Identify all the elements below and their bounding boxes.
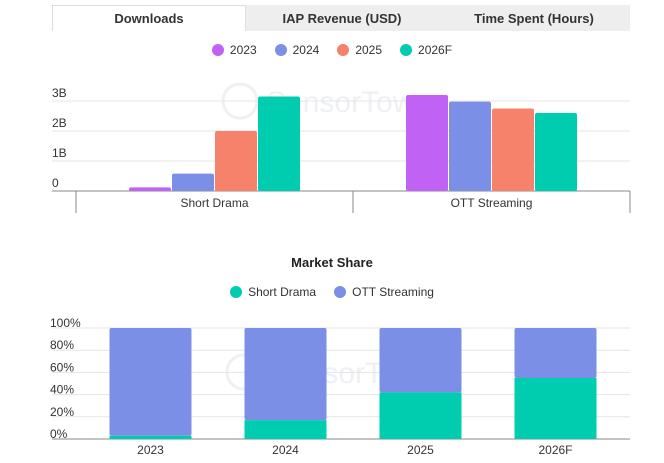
y-tick-label-20: 20%: [50, 405, 74, 419]
legend-label-short-drama: Short Drama: [248, 285, 317, 299]
downloads-chart: 0 1B 2B 3B Short Drama OTT Streaming: [52, 86, 631, 213]
legend-label-2025: 2025: [355, 43, 383, 57]
y-tick-label-80: 80%: [50, 338, 74, 352]
legend-swatch-2025: [337, 44, 350, 56]
y-tick-label-1b: 1B: [52, 146, 67, 160]
metric-tabs: Downloads IAP Revenue (USD) Time Spent (…: [52, 5, 630, 31]
y-tick-label-0: 0: [52, 176, 59, 190]
legend-swatch-short-drama: [230, 286, 243, 298]
x-category-label-short-drama: Short Drama: [180, 196, 248, 210]
legend-item-2023[interactable]: 2023: [211, 43, 257, 57]
bar-short-drama-2025: [215, 131, 257, 191]
legend-swatch-2024: [274, 44, 287, 56]
stacked-bar-2023-short-drama: [109, 435, 192, 439]
tab-iap-revenue[interactable]: IAP Revenue (USD): [282, 10, 402, 26]
stacked-bar-2023-ott-streaming: [109, 328, 192, 436]
chart1-legend: 2023 2024 2025 2026F: [0, 43, 664, 57]
legend-item-ott-streaming[interactable]: OTT Streaming: [334, 285, 434, 299]
stacked-bar-2025-ott-streaming: [379, 328, 462, 393]
bar-ott-streaming-2026f: [535, 113, 577, 191]
bar-ott-streaming-2023: [406, 95, 448, 191]
stacked-bar-2024-short-drama: [244, 420, 327, 439]
x-category-label-2025: 2025: [407, 443, 434, 457]
bar-short-drama-2024: [172, 173, 214, 191]
legend-label-ott-streaming: OTT Streaming: [352, 285, 434, 299]
y-tick-label-60: 60%: [50, 360, 74, 374]
y-tick-label-2b: 2B: [52, 116, 67, 130]
stacked-bar-2024-ott-streaming: [244, 328, 327, 421]
legend-item-2024[interactable]: 2024: [274, 43, 320, 57]
stacked-bar-2026f-short-drama: [514, 377, 597, 439]
bar-short-drama-2026f: [258, 96, 300, 191]
legend-item-2026f[interactable]: 2026F: [400, 43, 452, 57]
legend-item-2025[interactable]: 2025: [337, 43, 382, 57]
x-category-label-2024: 2024: [272, 443, 299, 457]
y-tick-label-0: 0%: [50, 427, 68, 441]
x-category-label-ott-streaming: OTT Streaming: [451, 196, 533, 210]
legend-label-2024: 2024: [292, 43, 320, 57]
tab-downloads[interactable]: Downloads: [52, 5, 246, 31]
legend-swatch-2026f: [400, 44, 413, 56]
legend-item-short-drama[interactable]: Short Drama: [230, 285, 316, 299]
y-tick-label-40: 40%: [50, 383, 74, 397]
legend-swatch-2023: [211, 44, 224, 56]
stacked-bar-2026f-ott-streaming: [514, 328, 597, 378]
stacked-bar-2025-short-drama: [379, 392, 462, 439]
market-share-title: Market Share: [291, 255, 373, 270]
tab-time-spent[interactable]: Time Spent (Hours): [474, 10, 594, 26]
legend-label-2023: 2023: [229, 43, 257, 57]
x-category-label-2023: 2023: [137, 443, 164, 457]
legend-label-2026f: 2026F: [418, 43, 453, 57]
y-tick-label-3b: 3B: [52, 86, 67, 100]
market-share-chart: 0% 20% 40% 60% 80% 100% 2023 2024 2025 2026F: [50, 316, 630, 457]
legend-swatch-ott-streaming: [334, 286, 347, 298]
bar-short-drama-2023: [129, 187, 171, 191]
chart2-legend: Short Drama OTT Streaming: [0, 285, 664, 299]
bar-ott-streaming-2024: [449, 101, 491, 191]
x-category-label-2026f: 2026F: [538, 443, 572, 457]
y-tick-label-100: 100%: [50, 316, 81, 330]
bar-ott-streaming-2025: [492, 108, 534, 191]
